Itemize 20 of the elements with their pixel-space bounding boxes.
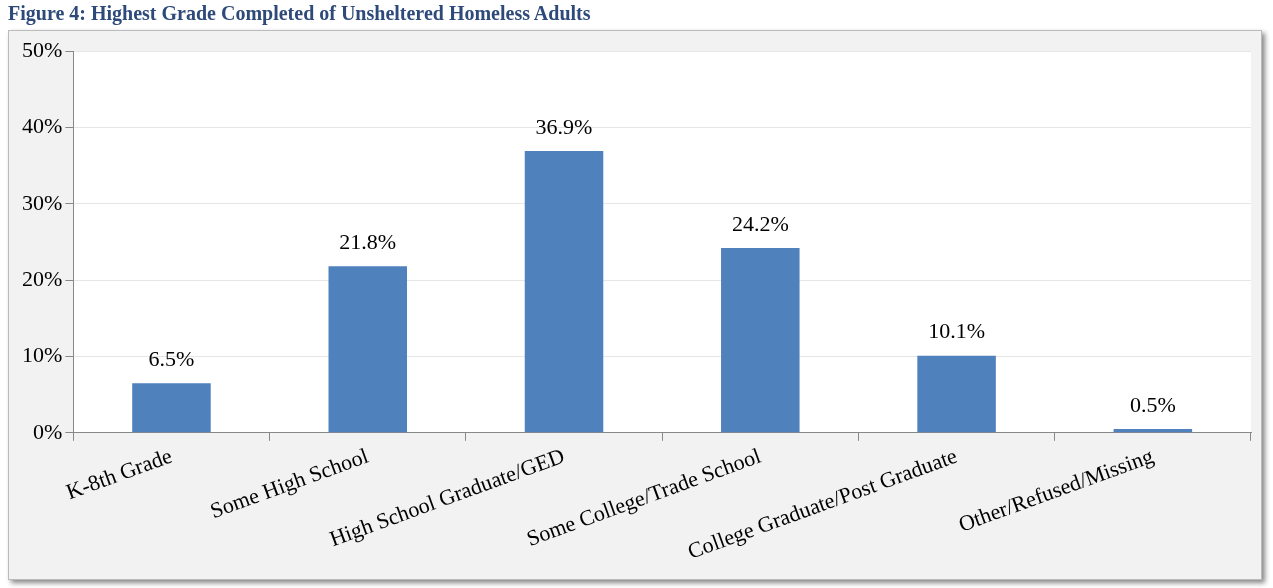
- chart-title: Figure 4: Highest Grade Completed of Unsheltered Homeless Adults: [7, 1, 592, 26]
- bar: [917, 355, 996, 433]
- data-label: 0.5%: [1129, 391, 1176, 417]
- y-tick-label: 0%: [33, 418, 63, 444]
- bar: [132, 383, 211, 433]
- data-label: 24.2%: [731, 210, 789, 236]
- y-tick-label: 50%: [22, 36, 63, 62]
- y-tick-label: 40%: [22, 113, 63, 139]
- data-label: 21.8%: [339, 229, 397, 255]
- y-tick-label: 20%: [22, 265, 63, 291]
- bar: [721, 248, 800, 433]
- bar: [1113, 429, 1193, 433]
- y-tick-label: 30%: [22, 189, 63, 215]
- bar: [328, 266, 407, 433]
- x-tick-label: K-8th Grade: [62, 442, 176, 505]
- data-label: 10.1%: [928, 318, 985, 344]
- data-label: 36.9%: [535, 113, 593, 139]
- data-label: 6.5%: [148, 345, 195, 371]
- y-tick-label: 10%: [22, 342, 63, 368]
- bar: [524, 151, 604, 433]
